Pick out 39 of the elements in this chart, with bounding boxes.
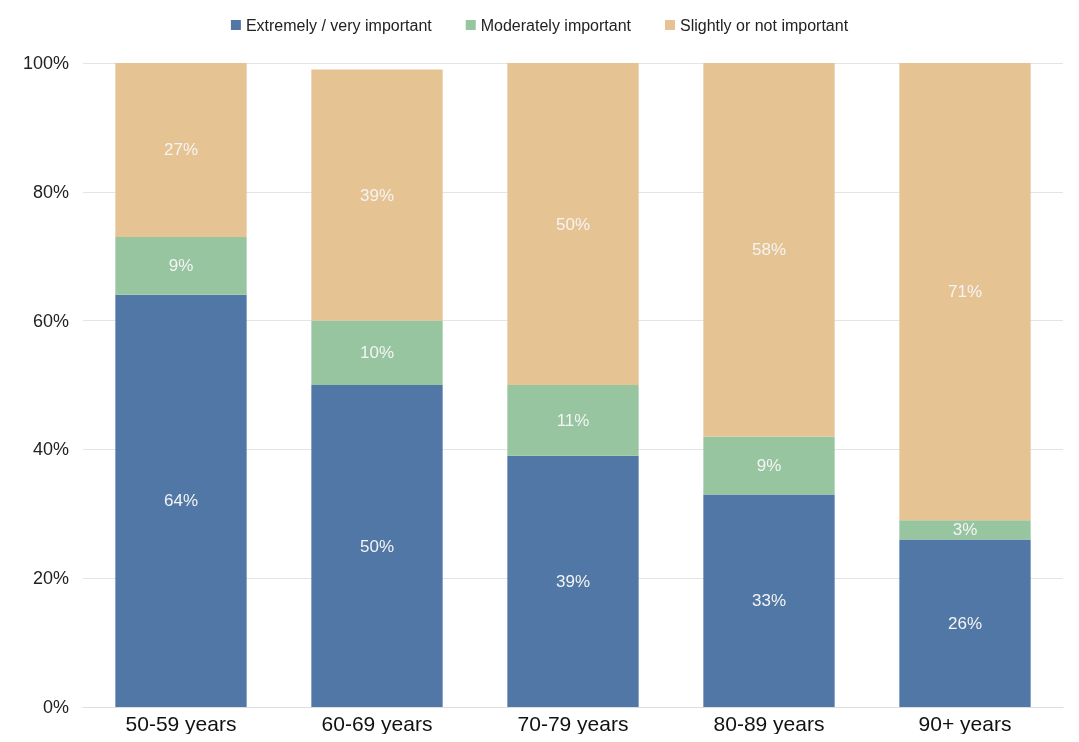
legend-label: Extremely / very important bbox=[245, 16, 433, 34]
bar bbox=[703, 63, 835, 437]
data-label: 26% bbox=[947, 613, 983, 633]
y-tick-label: 0% bbox=[42, 697, 69, 717]
bar bbox=[311, 385, 443, 707]
legend-label: Moderately important bbox=[480, 16, 632, 34]
bar bbox=[703, 436, 835, 495]
data-label: 9% bbox=[168, 256, 194, 276]
bar bbox=[311, 69, 443, 321]
y-tick-label: 40% bbox=[32, 439, 69, 460]
bar bbox=[115, 294, 247, 707]
data-label: 39% bbox=[359, 185, 395, 205]
data-label: 9% bbox=[756, 456, 782, 475]
bar bbox=[507, 63, 639, 385]
data-label: 50% bbox=[555, 214, 591, 234]
data-label: 11% bbox=[556, 410, 590, 430]
y-tick-label: 80% bbox=[32, 181, 69, 202]
bar bbox=[703, 494, 835, 707]
data-label: 50% bbox=[359, 536, 395, 556]
legend-label: Slightly or not important bbox=[680, 16, 849, 34]
y-tick-label: 20% bbox=[32, 568, 69, 589]
data-label: 39% bbox=[555, 571, 591, 591]
data-label: 27% bbox=[163, 140, 199, 160]
y-tick-label: 100% bbox=[22, 53, 69, 73]
data-label: 71% bbox=[947, 282, 983, 302]
data-label: 58% bbox=[751, 240, 787, 260]
bar bbox=[115, 63, 247, 237]
bar bbox=[899, 520, 1031, 540]
data-label: 3% bbox=[952, 520, 978, 540]
data-label: 64% bbox=[163, 491, 199, 511]
bar bbox=[507, 385, 639, 456]
bar bbox=[115, 236, 247, 295]
data-label: 33% bbox=[751, 591, 787, 611]
y-tick-label: 60% bbox=[32, 310, 69, 331]
bar bbox=[899, 539, 1031, 707]
bar bbox=[899, 63, 1031, 521]
data-label: 10% bbox=[359, 343, 395, 363]
bar bbox=[507, 455, 639, 707]
bar bbox=[311, 320, 443, 385]
